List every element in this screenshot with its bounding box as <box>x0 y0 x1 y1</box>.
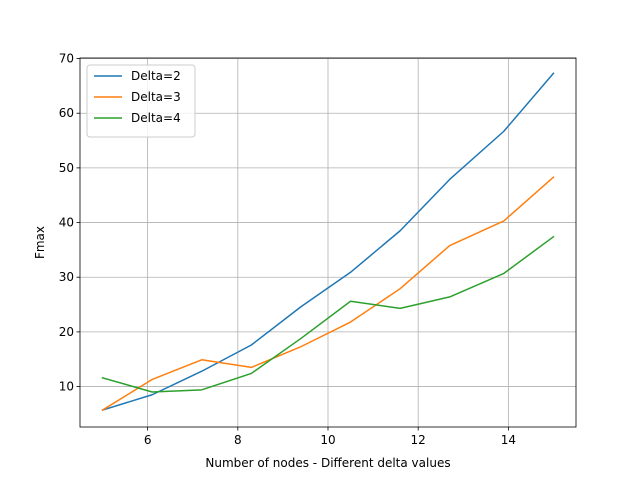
x-tick-label: 12 <box>411 433 426 447</box>
legend-label-3: Delta=4 <box>131 111 181 125</box>
y-axis-label: Fmax <box>33 226 47 259</box>
y-tick-label: 70 <box>59 52 74 66</box>
legend-label-2: Delta=3 <box>131 90 181 104</box>
x-tick-label: 10 <box>320 433 335 447</box>
y-tick-label: 40 <box>59 216 74 230</box>
legend-box <box>86 64 196 138</box>
series-line-2 <box>101 176 555 412</box>
legend-label-1: Delta=2 <box>131 69 181 83</box>
y-axis-ticks: 10 20 30 40 50 60 70 <box>59 52 80 394</box>
x-tick-label: 6 <box>144 433 152 447</box>
y-tick-label: 30 <box>59 270 74 284</box>
y-tick-label: 20 <box>59 325 74 339</box>
series-lines <box>101 72 555 412</box>
x-tick-label: 14 <box>501 433 516 447</box>
series-line-1 <box>101 72 555 411</box>
x-axis-label: Number of nodes - Different delta values <box>205 456 450 470</box>
x-tick-label: 8 <box>234 433 242 447</box>
y-tick-label: 50 <box>59 161 74 175</box>
y-tick-label: 10 <box>59 380 74 394</box>
legend: Delta=2 Delta=3 Delta=4 <box>86 64 196 138</box>
series-line-3 <box>101 235 555 393</box>
x-axis-ticks: 6 8 10 12 14 <box>144 427 516 447</box>
y-tick-label: 60 <box>59 106 74 120</box>
